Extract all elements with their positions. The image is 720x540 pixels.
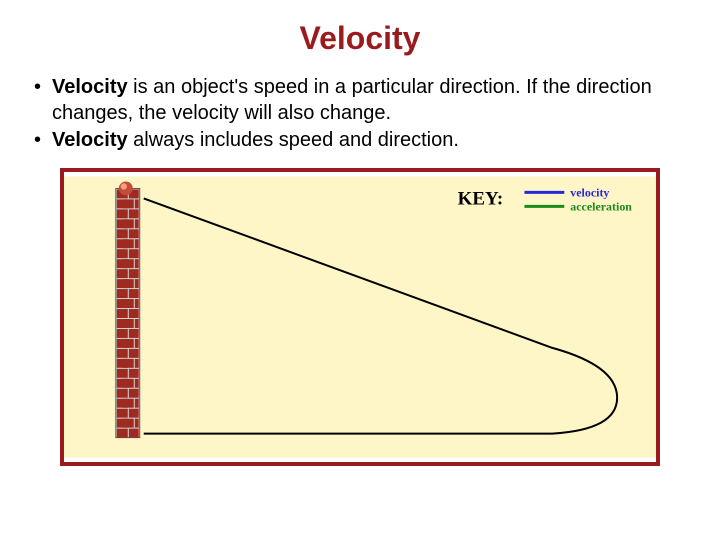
bullet-item: Velocity is an object's speed in a parti… xyxy=(52,75,690,126)
page-title: Velocity xyxy=(30,20,690,57)
key-text: acceleration xyxy=(570,199,632,213)
bullet-list: Velocity is an object's speed in a parti… xyxy=(30,75,690,154)
bullet-bold: Velocity xyxy=(52,129,128,151)
bullet-bold: Velocity xyxy=(52,76,128,98)
diagram-frame: KEY: velocityacceleration xyxy=(60,168,660,466)
bullet-item: Velocity always includes speed and direc… xyxy=(52,128,690,154)
slide: Velocity Velocity is an object's speed i… xyxy=(0,0,720,540)
key-text: velocity xyxy=(570,185,609,199)
bullet-text: always includes speed and direction. xyxy=(128,129,459,151)
diagram-bg xyxy=(64,176,656,457)
bullet-text: is an object's speed in a particular dir… xyxy=(52,76,652,124)
ball-highlight xyxy=(121,183,127,189)
brick-wall xyxy=(116,188,140,437)
key-label: KEY: xyxy=(458,188,504,209)
velocity-diagram: KEY: velocityacceleration xyxy=(64,172,656,462)
